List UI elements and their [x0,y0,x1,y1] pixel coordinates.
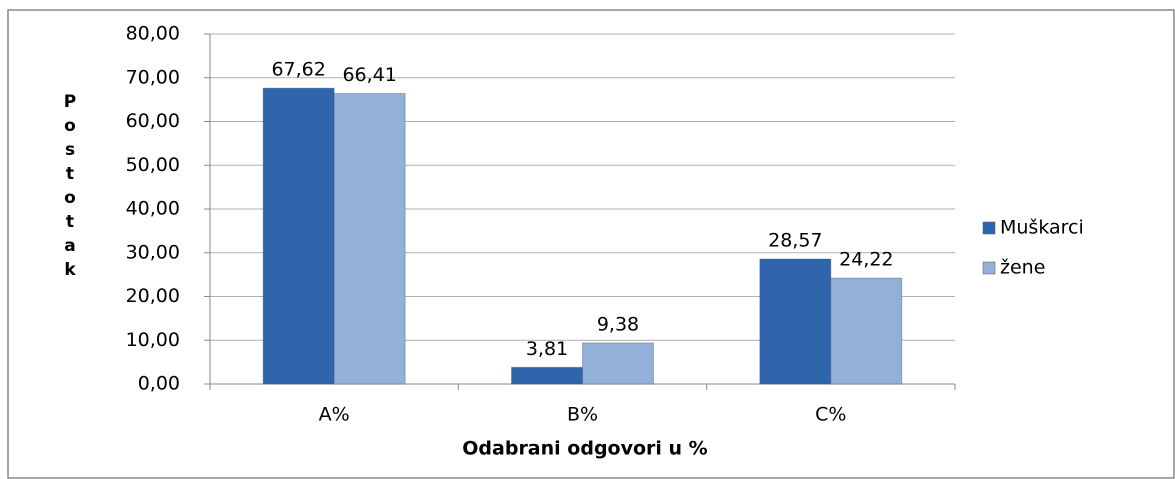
y-axis-title: Postotak [60,92,80,284]
y-tick-label: 20,00 [126,285,180,307]
legend-label: Muškarci [1000,217,1084,239]
value-label: 28,57 [768,230,822,252]
bar [582,342,654,385]
y-tick-label: 10,00 [126,329,180,351]
y-tick-label: 80,00 [126,23,180,45]
bar [262,87,335,385]
y-tick-label: 50,00 [126,154,180,176]
x-tick-label: B% [567,404,598,426]
y-tick-label: 60,00 [126,110,180,132]
x-axis-title: Odabrani odgovori u % [462,438,707,460]
legend-swatch [982,221,996,235]
chart-frame [7,9,1175,479]
value-label: 66,41 [342,64,396,86]
bar [511,366,583,385]
value-label: 3,81 [526,338,568,360]
bar [830,277,903,385]
y-tick-label: 0,00 [138,373,180,395]
x-tick-label: A% [319,404,350,426]
bar [759,258,832,385]
y-tick-label: 40,00 [126,198,180,220]
bar [333,92,406,385]
y-tick-label: 70,00 [126,66,180,88]
value-label: 24,22 [839,249,893,271]
y-tick-label: 30,00 [126,241,180,263]
value-label: 9,38 [597,313,639,335]
legend-label: žene [1000,257,1045,279]
x-tick-label: C% [815,404,846,426]
legend-swatch [982,261,996,275]
value-label: 67,62 [271,59,325,81]
